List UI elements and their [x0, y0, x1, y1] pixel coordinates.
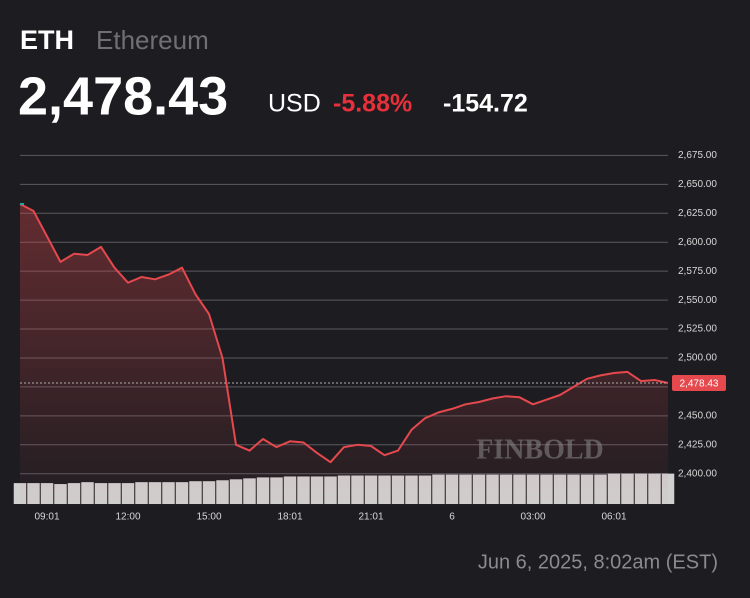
y-tick-label: 2,600.00	[678, 237, 717, 248]
plot: 2,400.002,425.002,450.002,475.002,500.00…	[13, 150, 726, 523]
x-tick-label: 06:01	[601, 512, 626, 523]
y-tick-label: 2,675.00	[678, 150, 717, 161]
timestamp: Jun 6, 2025, 8:02am (EST)	[478, 551, 718, 573]
y-tick-label: 2,500.00	[678, 353, 717, 364]
y-tick-label: 2,550.00	[678, 295, 717, 306]
change-absolute: -154.72	[443, 90, 528, 118]
y-tick-label: 2,525.00	[678, 324, 717, 335]
area	[20, 204, 668, 505]
last-price-label: 2,478.43	[680, 379, 719, 390]
price-line	[19, 203, 669, 464]
y-tick-label: 2,625.00	[678, 208, 717, 219]
change-percent: -5.88%	[333, 90, 412, 118]
y-tick-label: 2,575.00	[678, 266, 717, 277]
asset-name: Ethereum	[96, 25, 209, 55]
x-tick-label: 03:00	[520, 512, 545, 523]
x-tick-label: 18:01	[277, 512, 302, 523]
y-tick-label: 2,650.00	[678, 179, 717, 190]
y-tick-label: 2,425.00	[678, 439, 717, 450]
price: 2,478.43	[18, 66, 228, 126]
watermark: FINBOLD	[476, 434, 604, 465]
x-tick-label: 09:01	[34, 512, 59, 523]
y-tick-label: 2,450.00	[678, 411, 717, 422]
last-price-box	[672, 374, 726, 391]
symbol: ETH	[20, 25, 74, 55]
currency: USD	[268, 90, 321, 118]
x-tick-label: 21:01	[358, 512, 383, 523]
x-tick-label: 12:00	[115, 512, 140, 523]
x-tick-label: 15:00	[196, 512, 221, 523]
x-tick-label: 6	[449, 512, 455, 523]
y-tick-label: 2,400.00	[678, 468, 717, 479]
